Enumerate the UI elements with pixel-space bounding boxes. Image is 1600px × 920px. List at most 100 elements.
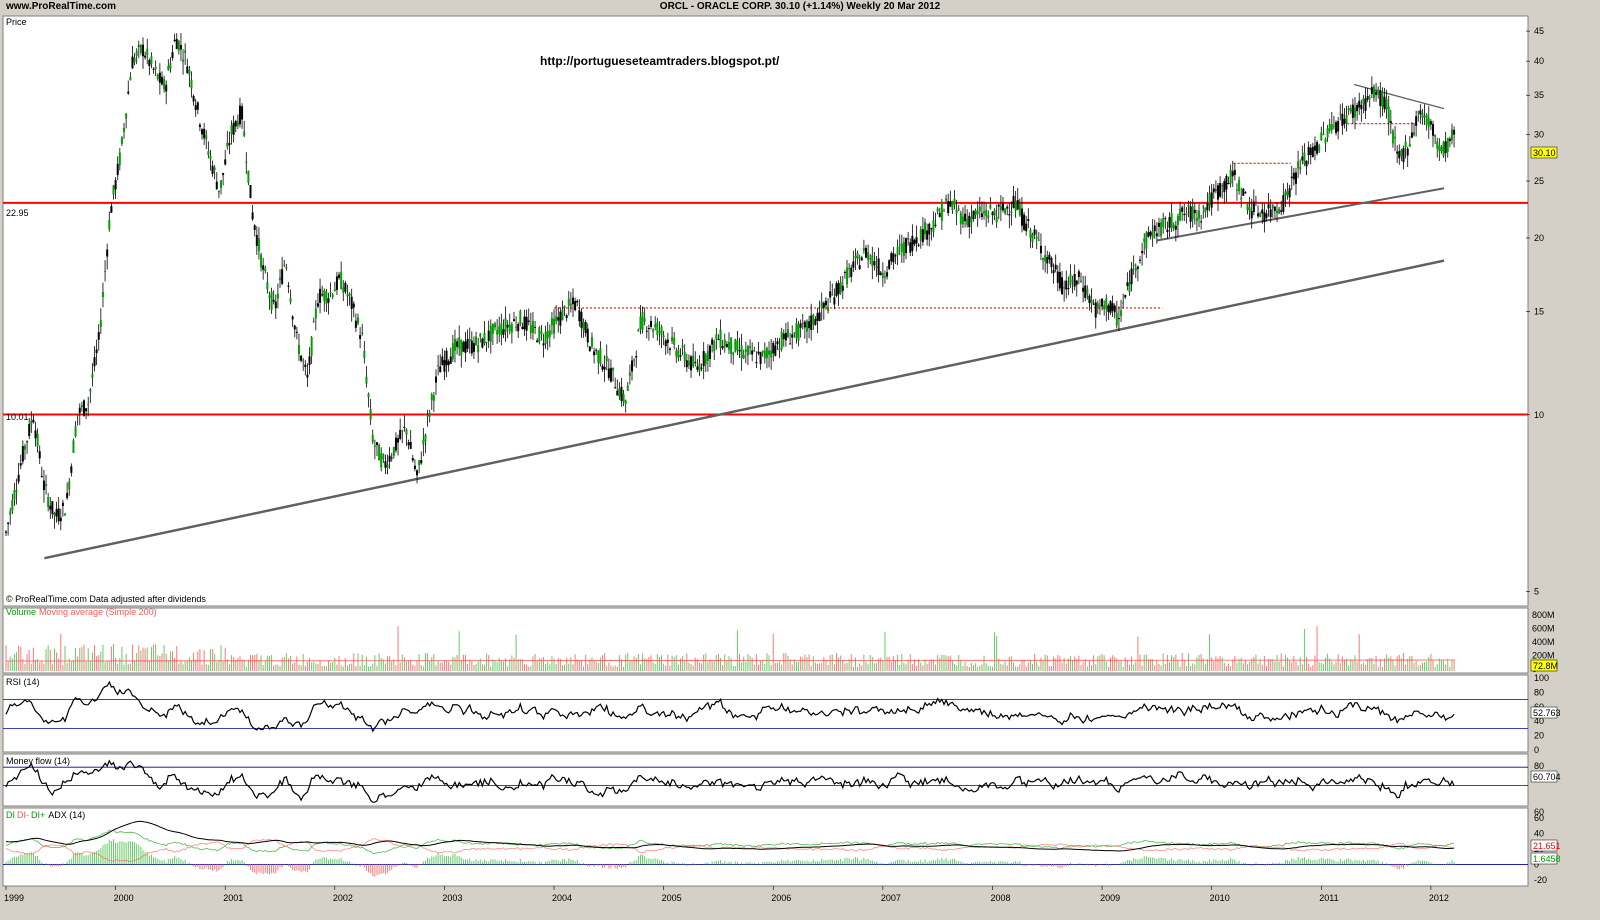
price-bar-body — [399, 429, 402, 439]
price-bar-body — [293, 325, 296, 330]
price-bar-body — [1221, 184, 1224, 187]
price-bar-body — [1356, 104, 1359, 112]
rsi-tick-label: 20 — [1534, 731, 1544, 741]
price-bar-body — [470, 340, 473, 354]
price-bar-body — [1391, 130, 1394, 144]
price-bar-body — [759, 352, 762, 364]
price-tick-label: 20 — [1534, 233, 1544, 243]
price-bar-body — [989, 204, 992, 209]
x-tick-label: 2009 — [1100, 893, 1120, 903]
price-bar-body — [287, 285, 290, 287]
price-bar-body — [1278, 208, 1281, 214]
price-bar-body — [934, 224, 937, 226]
price-bar-body — [814, 319, 817, 325]
price-bar-body — [1254, 201, 1257, 203]
price-bar-body — [451, 343, 454, 360]
chart-canvas[interactable]: Price http://portugueseteamtraders.blogs… — [0, 14, 1600, 920]
price-bar-body — [432, 395, 435, 401]
price-bar-body — [1132, 264, 1135, 266]
price-bar-body — [877, 258, 880, 276]
last-price-tag-box — [1530, 146, 1558, 159]
price-bar-body — [1290, 176, 1293, 179]
price-bar-body — [116, 163, 119, 176]
price-bar-body — [390, 457, 393, 459]
price-bar-body — [1450, 129, 1453, 141]
price-bar-body — [1160, 222, 1163, 237]
price-bar-body — [1216, 185, 1219, 200]
price-bar-body — [439, 366, 442, 373]
price-bar-body — [331, 294, 334, 297]
price-bar-body — [527, 320, 530, 323]
price-bar-body — [148, 59, 151, 67]
price-bar-body — [858, 265, 861, 270]
price-bar-body — [1088, 295, 1091, 304]
top-trendline — [1353, 83, 1445, 110]
x-tick-label: 2003 — [442, 893, 462, 903]
mfi-tick-label: 80 — [1534, 761, 1544, 771]
price-bar-body — [1307, 146, 1310, 156]
price-bar-body — [1438, 145, 1441, 152]
price-bar-body — [346, 294, 349, 297]
x-tick-label: 2001 — [223, 893, 243, 903]
price-bar-body — [142, 44, 145, 57]
price-bar-body — [1149, 231, 1152, 236]
price-bar-body — [805, 320, 808, 332]
price-panel[interactable] — [2, 15, 1529, 607]
price-bar-body — [222, 173, 225, 176]
mfi-label: Money flow (14) — [6, 756, 70, 766]
price-bar-body — [386, 464, 389, 469]
price-bar-body — [508, 324, 511, 332]
price-bar-body — [569, 303, 572, 306]
title-bar: www.ProRealTime.com ORCL - ORACLE CORP. … — [0, 0, 1600, 14]
price-bar-body — [942, 210, 945, 212]
price-bar-body — [42, 480, 45, 491]
price-bar-body — [1042, 257, 1045, 261]
rsi-tick-label: 80 — [1534, 687, 1544, 697]
price-bar-body — [740, 345, 743, 359]
price-bar-body — [538, 327, 541, 342]
price-bar-body — [848, 268, 851, 270]
price-bar-body — [1372, 86, 1375, 98]
price-bar-body — [504, 318, 507, 332]
symbol-line: ORCL - ORACLE CORP. 30.10 (+1.14%) Weekl… — [659, 1, 941, 12]
price-bar-body — [460, 339, 463, 356]
price-bar-body — [856, 253, 859, 259]
price-bar-body — [394, 437, 397, 451]
price-bar-body — [1231, 171, 1234, 177]
price-bar-body — [302, 360, 305, 362]
price-bar-body — [656, 322, 659, 336]
price-bar-body — [797, 324, 800, 341]
x-tick-label: 2006 — [771, 893, 791, 903]
rsi-line — [3, 680, 1528, 733]
price-bar-body — [312, 320, 315, 323]
price-bar-body — [902, 242, 905, 256]
price-bar-body — [1364, 98, 1367, 111]
price-bar-body — [997, 204, 1000, 207]
price-bar-body — [236, 121, 239, 127]
price-bar-body — [991, 212, 994, 215]
price-bar-body — [1358, 100, 1361, 108]
mfi-path — [5, 759, 1455, 803]
price-bar-body — [397, 438, 400, 443]
price-bar-body — [607, 368, 610, 379]
adx-di-label: DI — [6, 810, 15, 820]
price-bar-body — [1370, 87, 1373, 94]
price-bar-body — [1067, 288, 1070, 290]
mfi-panel[interactable] — [2, 753, 1529, 807]
price-bar-body — [517, 324, 520, 332]
adx-label: DI DI- DI+ ADX (14) — [6, 810, 85, 820]
price-bar-body — [512, 319, 515, 321]
price-bar-body — [1094, 302, 1097, 318]
price-bar-body — [1061, 277, 1064, 295]
price-bar-body — [890, 253, 893, 262]
rsi-panel[interactable] — [2, 674, 1529, 753]
price-bar-body — [1328, 123, 1331, 131]
price-bar-body — [97, 332, 100, 340]
price-bar-body — [843, 272, 846, 274]
price-bar-body — [921, 229, 924, 243]
price-bar-body — [1320, 132, 1323, 141]
price-bar-body — [1250, 211, 1253, 219]
adx-tick-label: 60 — [1534, 813, 1544, 823]
price-bar-body — [1039, 245, 1042, 254]
price-bar-body — [1309, 147, 1312, 155]
